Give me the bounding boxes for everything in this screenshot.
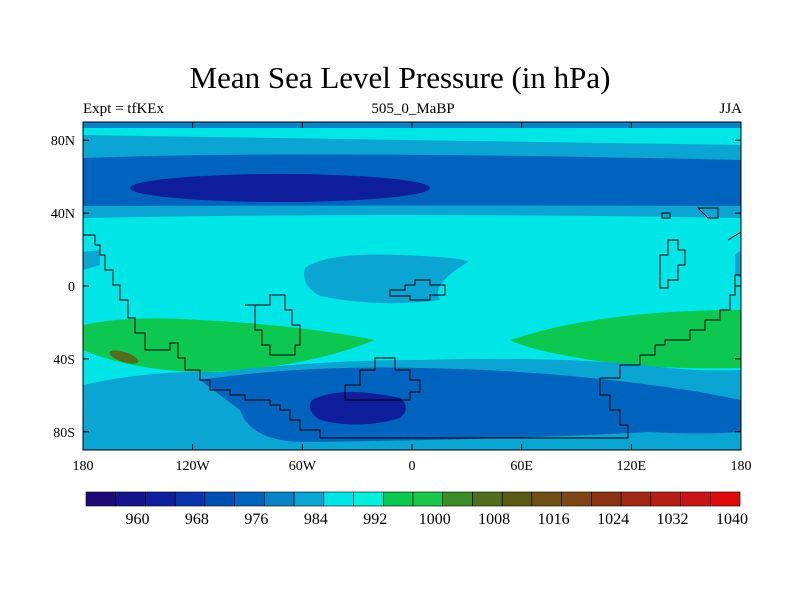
field-south-atlantic-high <box>83 318 375 372</box>
x-tick-label: 180 <box>731 459 752 474</box>
x-tick-label: 180 <box>73 459 94 474</box>
field-north-low <box>130 174 430 202</box>
colorbar-swatch <box>709 491 741 507</box>
coastline-southern-island <box>344 357 421 401</box>
x-tick-label: 120W <box>176 459 211 474</box>
colorbar-swatch <box>412 491 444 507</box>
coastline-pacific-island <box>659 239 686 289</box>
field-south-band-984 <box>200 367 741 442</box>
colorbar-swatch <box>174 491 206 507</box>
field-south-pacific-high <box>510 310 741 369</box>
field-east-edge-low <box>735 250 741 278</box>
colorbar-swatch <box>115 491 146 507</box>
colorbar-swatch <box>501 491 533 507</box>
colorbar-swatch <box>264 491 295 507</box>
x-tick-label: 120E <box>617 459 647 474</box>
field-high-centre <box>109 350 139 364</box>
y-tick-label: 40N <box>51 207 75 222</box>
x-axis: 180 120W 60W 0 60E 120E 180 <box>73 122 752 474</box>
colorbar-swatch <box>472 491 503 507</box>
colorbar-swatch <box>442 491 473 507</box>
coastline-east-edge <box>727 231 741 241</box>
colorbar-label: 968 <box>185 511 209 528</box>
colorbar-swatch <box>650 491 681 507</box>
colorbar-swatch <box>323 491 354 507</box>
coastline-north-island-b <box>661 212 671 219</box>
coastline-south-americas-antarctica <box>83 234 741 439</box>
field-equatorial-low <box>304 254 468 304</box>
colorbar-swatch <box>680 491 711 507</box>
colorbar-swatch <box>561 491 592 507</box>
colorbar-swatch <box>85 491 117 507</box>
colorbar-swatch <box>204 491 235 507</box>
field-west-edge-low <box>83 250 100 270</box>
x-tick-label: 60E <box>510 459 533 474</box>
colorbar: 960 968 976 984 992 1000 1008 1016 1024 1032 1040 <box>85 491 748 528</box>
x-tick-label: 0 <box>409 459 416 474</box>
colorbar-swatch <box>145 491 176 507</box>
chart-title: Mean Sea Level Pressure (in hPa) <box>189 60 611 95</box>
colorbar-swatch <box>382 491 414 507</box>
subtitle-right: JJA <box>719 101 742 117</box>
y-tick-label: 40S <box>53 353 75 368</box>
colorbar-swatch <box>531 491 562 507</box>
coastline-africa <box>245 294 301 356</box>
coastline-north-island-a <box>696 207 719 219</box>
y-axis: 80N 40N 0 40S 80S <box>51 134 741 441</box>
coastline-equatorial-island <box>389 279 446 301</box>
colorbar-label: 1024 <box>597 511 629 528</box>
x-tick-label: 60W <box>289 459 317 474</box>
y-tick-label: 80S <box>53 426 75 441</box>
subtitle-center: 505_0_MaBP <box>371 101 455 117</box>
colorbar-swatch <box>620 491 652 507</box>
colorbar-swatch <box>591 491 622 507</box>
colorbar-label: 1032 <box>657 511 689 528</box>
colorbar-label: 1000 <box>419 511 451 528</box>
y-tick-label: 0 <box>68 280 75 295</box>
colorbar-label: 960 <box>125 511 149 528</box>
field-south-low <box>309 391 406 425</box>
colorbar-label: 984 <box>304 511 328 528</box>
colorbar-label: 1016 <box>538 511 570 528</box>
colorbar-label: 992 <box>363 511 387 528</box>
colorbar-label: 1008 <box>478 511 510 528</box>
y-tick-label: 80N <box>51 134 75 149</box>
colorbar-label: 1040 <box>716 511 748 528</box>
coastlines <box>83 207 741 439</box>
colorbar-label: 976 <box>244 511 268 528</box>
field-south-west-patch <box>83 396 100 412</box>
colorbar-swatch <box>293 491 325 507</box>
pressure-field <box>83 122 741 450</box>
colorbar-swatch <box>234 491 265 507</box>
subtitle-left: Expt = tfKEx <box>83 101 164 117</box>
colorbar-swatch <box>353 491 384 507</box>
